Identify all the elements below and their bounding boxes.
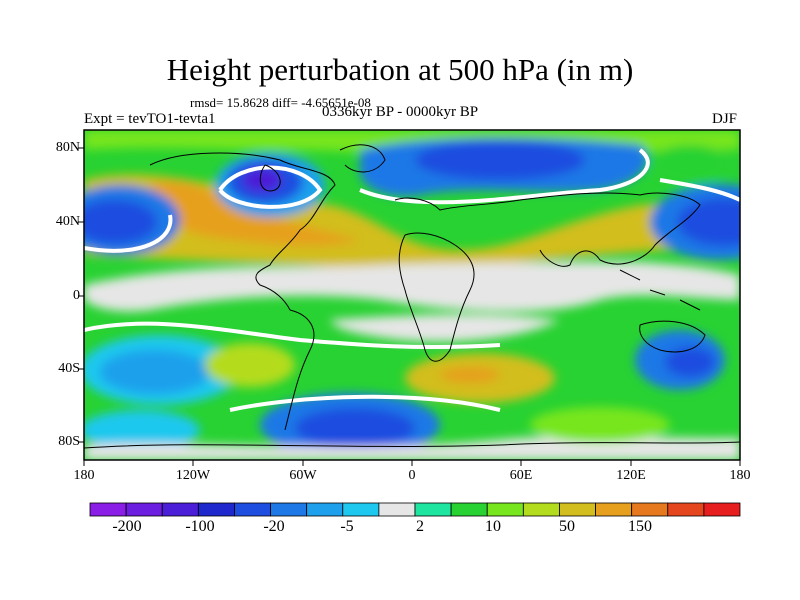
colorbar-swatch [703, 502, 741, 517]
colorbar-label: -100 [185, 518, 215, 535]
colorbar-label: 50 [559, 518, 575, 535]
lat-label-0: 0 [73, 288, 80, 303]
colorbar-swatch [89, 502, 127, 517]
height-field [84, 130, 740, 460]
colorbar-swatch [234, 502, 271, 517]
colorbar-swatch [125, 502, 163, 517]
colorbar-label: -200 [112, 518, 142, 535]
colorbar-swatch [667, 502, 705, 517]
stats-label: rmsd= 15.8628 diff= -4.65651e-08 [190, 95, 371, 110]
colorbar-swatch [306, 502, 344, 517]
lon-label-120e: 120E [616, 468, 646, 483]
colorbar-swatch [270, 502, 308, 517]
colorbar-label: -20 [263, 518, 285, 535]
colorbar-swatch [342, 502, 380, 517]
colorbar-swatch [595, 502, 633, 517]
colorbar [89, 502, 741, 517]
colorbar-swatch [378, 502, 416, 517]
colorbar-swatch [197, 502, 235, 517]
plot-title: Height perturbation at 500 hPa (in m) [166, 52, 634, 87]
season-label: DJF [712, 111, 738, 127]
colorbar-label: 2 [416, 518, 424, 535]
colorbar-swatch [450, 502, 488, 517]
lon-label-180e: 180 [729, 468, 751, 483]
colorbar-label: 10 [485, 518, 501, 535]
colorbar-swatch [161, 502, 199, 517]
coastlines [84, 144, 740, 449]
lat-label-40s: 40S [58, 361, 80, 376]
colorbar-label: -5 [340, 518, 354, 535]
experiment-label: Expt = tevTO1-tevta1 [84, 111, 216, 127]
lon-label-60w: 60W [289, 468, 317, 483]
colorbar-swatch [414, 502, 452, 517]
lat-label-80s: 80S [58, 434, 80, 449]
lon-label-180w: 180 [73, 468, 95, 483]
lon-label-0: 0 [408, 468, 416, 483]
colorbar-label: 150 [628, 518, 652, 535]
lat-label-40n: 40N [55, 214, 80, 229]
colorbar-swatch [559, 502, 596, 517]
lon-label-60e: 60E [509, 468, 533, 483]
colorbar-swatch [486, 502, 524, 517]
colorbar-swatch [631, 502, 669, 517]
colorbar-swatch [522, 502, 560, 517]
lat-label-80n: 80N [55, 140, 80, 155]
period-label: 0336kyr BP - 0000kyr BP [322, 104, 479, 120]
lon-label-120w: 120W [175, 468, 211, 483]
